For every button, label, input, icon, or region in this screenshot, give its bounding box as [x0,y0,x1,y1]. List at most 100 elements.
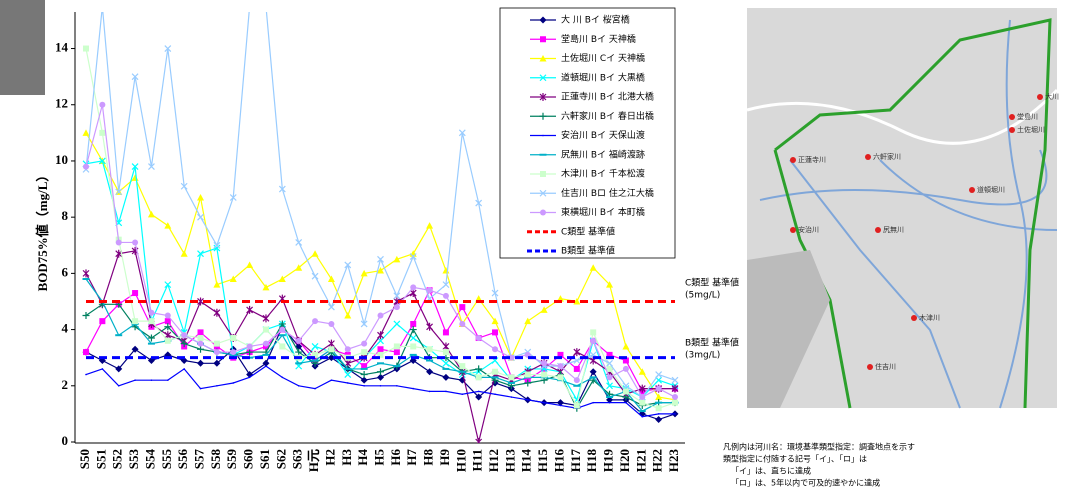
map-label: 土佐堀川 [1017,125,1045,134]
x-tick-label: H3 [339,449,354,466]
marker [377,373,384,381]
marker [132,239,139,246]
y-tick-label: 6 [62,264,69,279]
x-tick-label: S52 [110,449,125,469]
y-tick-label: 8 [62,208,69,223]
marker [115,188,123,196]
marker [674,413,676,415]
marker [213,349,220,356]
marker [410,320,417,327]
marker [622,357,629,364]
x-tick-label: H22 [650,449,665,472]
marker [164,318,171,325]
marker [363,384,365,387]
marker [278,320,286,328]
y-tick-label: 2 [62,377,69,392]
marker [167,379,169,381]
x-tick-label: S62 [273,449,288,469]
marker [377,312,384,319]
marker [85,373,87,376]
marker [197,335,204,342]
x-tick-label: H4 [355,449,370,466]
marker [327,275,335,282]
marker [164,323,172,331]
marker [344,346,351,353]
marker [295,348,303,356]
x-tick-label: H2 [322,449,337,466]
x-tick-label: H12 [486,449,501,472]
marker [622,382,630,390]
x-tick-label: S59 [224,449,239,470]
marker [164,45,172,52]
marker [213,308,221,317]
marker [360,320,368,328]
plot-area [82,3,679,443]
marker [409,253,417,260]
marker [409,326,417,334]
legend-label: C類型 基準値 [561,225,615,237]
marker [492,346,499,353]
marker [393,320,401,328]
map-point [1009,127,1015,133]
map-label: 堂島川 [1017,112,1038,121]
marker [98,157,106,165]
photo-fragment [0,0,45,95]
marker [360,269,368,277]
marker [147,334,155,342]
marker [524,371,531,378]
marker [197,213,204,221]
marker [393,343,400,350]
map-point [790,157,796,163]
marker [99,3,105,9]
marker [181,332,188,339]
map-label: 道頓堀川 [977,185,1005,194]
y-tick-label: 14 [55,40,69,55]
marker [426,287,433,294]
x-tick-label: S53 [126,449,141,470]
x-tick-label: H16 [551,449,566,473]
marker [311,343,319,350]
marker [657,413,660,415]
marker [442,329,449,336]
marker [589,368,597,376]
marker [475,365,483,373]
marker [262,314,270,323]
marker [459,363,466,370]
marker [99,129,106,136]
marker [262,359,270,367]
marker [494,393,496,396]
marker [426,368,434,376]
marker [540,209,546,216]
marker [442,292,449,299]
legend-label: B類型 基準値 [561,245,615,257]
x-tick-label: S50 [77,449,92,469]
marker [622,388,629,395]
marker [442,281,450,289]
marker [540,36,546,43]
marker [230,335,237,342]
legend-label: 尻無川 Bイ 福崎渡跡 [561,148,645,160]
marker [393,255,401,263]
marker [164,281,172,289]
marker [377,267,384,274]
legend-label: 大 川 Bイ 桜宮橋 [561,14,630,26]
map-point [911,315,917,321]
marker [229,194,237,201]
marker [279,326,286,333]
y-tick-label: 0 [62,433,69,448]
marker [147,210,155,218]
ref-sublabel: (3mg/L) [685,351,720,361]
marker [410,284,417,291]
map-label: 住吉川 [875,362,896,371]
marker [461,393,464,396]
y-tick-label: 4 [62,321,69,336]
marker [526,399,529,401]
x-tick-label: S55 [159,449,174,470]
marker [606,281,614,288]
marker [132,290,139,297]
marker [180,340,188,348]
legend-label: 堂島川 Bイ 天神橋 [561,33,636,45]
marker [197,345,205,353]
marker [606,382,613,390]
x-tick-label: S56 [175,449,190,470]
